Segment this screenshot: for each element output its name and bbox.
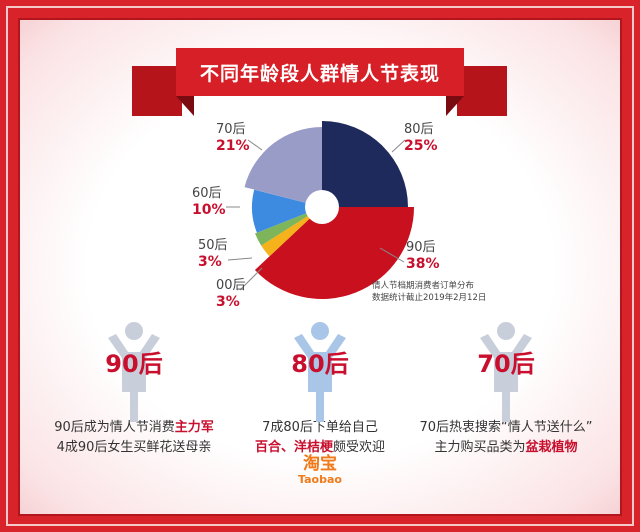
pie-slice-60后 — [251, 189, 322, 233]
pie-hole — [305, 190, 339, 224]
label-80: 80后 25% — [404, 122, 438, 154]
pie-slice-90后 — [254, 207, 414, 299]
label-70: 70后 21% — [216, 122, 250, 154]
leader-line — [247, 139, 263, 151]
chart-note: 情人节档期消费者订单分布 数据统计截止2019年2月12日 — [372, 281, 487, 303]
ribbon-fold-right — [446, 96, 464, 116]
person-icon: 80后 — [290, 322, 350, 422]
pie-slice-70后 — [244, 126, 322, 207]
label-00: 00后 3% — [216, 278, 246, 310]
leader-line — [239, 267, 263, 291]
leader-line — [379, 247, 405, 263]
label-60: 60后 10% — [192, 186, 226, 218]
pie-slice-80后 — [322, 121, 408, 207]
ribbon-left-wing — [132, 66, 182, 116]
label-50: 50后 3% — [198, 238, 228, 270]
person-icon: 90后 — [104, 322, 164, 422]
leader-line — [391, 139, 406, 153]
ribbon-right-wing — [457, 66, 507, 116]
pie-slice-00后 — [261, 207, 322, 257]
card-70: 70后 70后热衷搜索“情人节送什么” 主力购买品类为盆栽植物 — [406, 322, 606, 458]
person-icon: 70后 — [476, 322, 536, 422]
leader-line — [227, 257, 253, 261]
card-80: 80后 7成80后下单给自己 百合、洋桔梗颇受欢迎 — [220, 322, 420, 458]
card-90: 90后 90后成为情人节消费主力军 4成90后女生买鲜花送母亲 — [34, 322, 234, 458]
page-title: 不同年龄段人群情人节表现 — [176, 48, 464, 96]
pie-slice-50后 — [255, 207, 322, 246]
ribbon-fold-left — [176, 96, 194, 116]
taobao-logo: 淘宝 Taobao — [298, 454, 342, 486]
label-90: 90后 38% — [406, 240, 440, 272]
